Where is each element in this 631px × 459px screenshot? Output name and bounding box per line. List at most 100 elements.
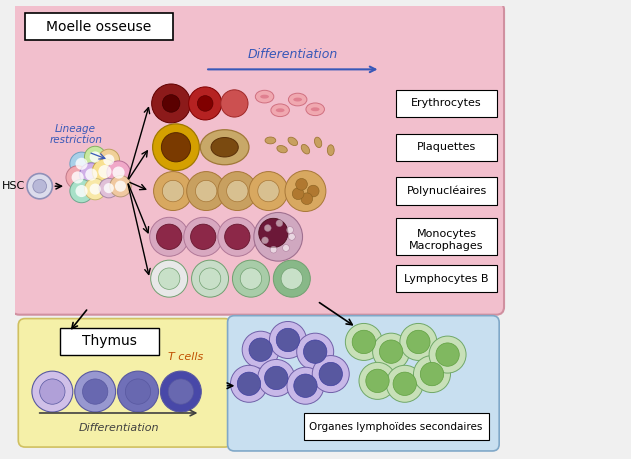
Ellipse shape [256,90,274,103]
FancyBboxPatch shape [396,218,497,255]
Circle shape [110,175,131,197]
FancyBboxPatch shape [11,2,504,315]
FancyBboxPatch shape [60,328,160,355]
Circle shape [276,220,283,227]
Ellipse shape [271,104,290,117]
Circle shape [151,84,191,123]
Circle shape [70,152,93,175]
Circle shape [103,154,114,165]
Circle shape [80,163,103,186]
Circle shape [191,224,216,249]
Circle shape [33,179,47,193]
Circle shape [184,217,223,256]
Circle shape [126,379,151,404]
FancyBboxPatch shape [25,13,173,40]
Text: Lineage
restriction: Lineage restriction [49,123,102,146]
Circle shape [257,180,279,202]
Circle shape [99,179,119,198]
Circle shape [83,379,108,404]
Circle shape [40,379,65,404]
Circle shape [400,324,437,360]
Circle shape [386,365,423,402]
Circle shape [218,217,257,256]
Circle shape [285,171,326,212]
Circle shape [242,331,279,368]
Circle shape [393,372,416,396]
Circle shape [98,165,112,178]
Circle shape [232,260,269,297]
Text: Polynucléaires: Polynucléaires [406,186,487,196]
Circle shape [249,338,273,361]
Circle shape [227,180,248,202]
Circle shape [301,193,312,205]
Circle shape [297,333,334,370]
Ellipse shape [260,95,269,99]
Ellipse shape [301,145,310,154]
Circle shape [196,180,217,202]
Circle shape [71,171,84,184]
Text: Erythrocytes: Erythrocytes [411,98,482,108]
Circle shape [168,379,194,404]
Circle shape [264,224,271,231]
Circle shape [85,168,97,180]
Circle shape [319,362,343,386]
Text: Organes lymphoïdes secondaires: Organes lymphoïdes secondaires [309,422,483,431]
Circle shape [198,95,213,111]
Ellipse shape [200,130,249,165]
Circle shape [379,340,403,364]
Ellipse shape [276,108,285,112]
Circle shape [269,321,307,358]
Circle shape [76,185,88,197]
Circle shape [420,362,444,386]
Circle shape [359,362,396,399]
Text: Monocytes
Macrophages: Monocytes Macrophages [410,229,484,251]
FancyBboxPatch shape [396,134,497,161]
Ellipse shape [327,145,334,156]
Circle shape [264,366,288,390]
Ellipse shape [288,137,298,146]
FancyBboxPatch shape [396,90,497,117]
Circle shape [117,371,158,412]
Circle shape [292,188,304,200]
Ellipse shape [311,107,319,111]
Circle shape [366,369,389,392]
Circle shape [98,149,119,171]
Circle shape [192,260,228,297]
FancyBboxPatch shape [304,413,490,440]
FancyBboxPatch shape [228,316,499,451]
Circle shape [276,328,300,352]
Circle shape [288,233,295,240]
Circle shape [199,268,221,289]
Circle shape [294,374,317,397]
Circle shape [74,371,115,412]
Circle shape [283,245,290,252]
Text: Moelle osseuse: Moelle osseuse [47,20,151,34]
Circle shape [237,372,261,396]
Ellipse shape [277,146,287,153]
Circle shape [187,172,226,211]
Circle shape [115,180,126,192]
Text: HSC: HSC [2,181,25,191]
Circle shape [345,324,382,360]
Circle shape [162,95,180,112]
Circle shape [281,268,302,289]
Circle shape [273,260,310,297]
Circle shape [287,367,324,404]
Circle shape [90,151,101,162]
Circle shape [92,159,117,184]
Circle shape [373,333,410,370]
Circle shape [189,87,221,120]
Circle shape [270,246,277,253]
Circle shape [76,158,88,170]
Text: Differentiation: Differentiation [78,423,159,433]
Circle shape [407,330,430,353]
Circle shape [262,237,268,244]
Circle shape [90,184,101,195]
Circle shape [107,161,130,184]
Circle shape [225,224,250,249]
Circle shape [151,260,187,297]
Circle shape [103,183,114,193]
Circle shape [257,359,295,397]
Circle shape [162,180,184,202]
Circle shape [286,227,293,233]
